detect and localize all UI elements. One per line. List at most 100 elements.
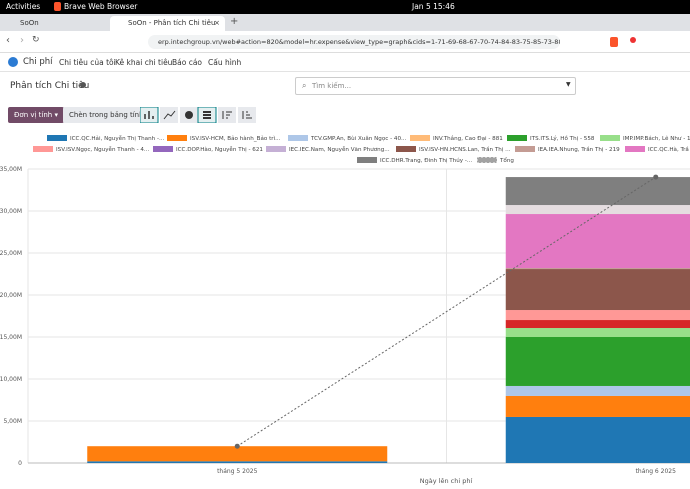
icon: [203, 111, 211, 119]
bar-segment: [505, 310, 690, 321]
legend-swatch: [153, 146, 173, 152]
legend-label: IMP.IMP.Bách, Lê Như - 1...: [623, 135, 690, 142]
menu-item[interactable]: Chi tiêu của tôi: [59, 58, 116, 67]
legend-label: INV.Thắng, Cao Đại - 881: [433, 135, 503, 142]
legend-swatch: [410, 135, 430, 141]
bar-segment: [505, 337, 690, 386]
legend-swatch: [515, 146, 535, 152]
breadcrumb: Phân tích Chi tiêu: [10, 81, 90, 91]
total-point: [234, 443, 240, 449]
legend-swatch: [476, 156, 498, 164]
legend-swatch: [625, 146, 645, 152]
app-icon: [8, 57, 18, 67]
bar-segment: [505, 269, 690, 311]
legend-swatch: [167, 135, 187, 141]
bar-segment: [505, 205, 690, 215]
legend-label: ISV.ISV-HN.HCNS.Lan, Trần Thị ...: [419, 145, 511, 153]
search-placeholder: Tìm kiếm...: [312, 82, 352, 90]
y-tick-label: 5,00M: [3, 418, 22, 425]
y-tick-label: 25,00M: [0, 250, 22, 257]
y-tick-label: 20,00M: [0, 292, 22, 299]
legend-swatch: [288, 135, 308, 141]
legend-label: ICC.DHR.Trang, Đinh Thị Thúy -...: [380, 157, 472, 164]
y-tick-label: 10,00M: [0, 376, 22, 383]
tab-title: SoOn: [20, 19, 39, 27]
tab-bar: SoOn SoOn - Phân tích Chi tiêu × +: [0, 14, 690, 31]
y-tick-label: 15,00M: [0, 334, 22, 341]
close-tab[interactable]: ×: [214, 19, 220, 27]
x-tick-label: tháng 6 2025: [636, 468, 677, 475]
y-tick-label: 30,00M: [0, 208, 22, 215]
notification[interactable]: [630, 37, 636, 43]
search-box[interactable]: ⌕ Tìm kiếm... ▼: [295, 77, 576, 95]
y-tick-label: 0: [18, 460, 22, 467]
x-tick-label: tháng 5 2025: [217, 468, 258, 475]
shield[interactable]: [610, 37, 618, 47]
app-name: Brave Web Browser: [64, 2, 138, 11]
menu-item[interactable]: Cấu hình: [208, 58, 242, 67]
legend-label: ITS.ITS.Lý, Hồ Thị - 558: [530, 134, 595, 142]
view-toolbar: [140, 107, 256, 123]
legend-label: ICC.DOP.Hào, Nguyễn Thị - 621: [176, 146, 263, 153]
legend-label: ISV.ISV-HCM, Bảo hành_Bảo trì...: [190, 135, 281, 142]
tab[interactable]: SoOn: [2, 16, 110, 31]
icon: [185, 111, 193, 119]
back[interactable]: ‹: [6, 35, 10, 46]
insert-label: Chèn trong bảng tính: [69, 111, 144, 119]
legend-swatch: [47, 135, 67, 141]
bar-segment: [505, 328, 690, 337]
y-tick-label: 35,00M: [0, 166, 22, 173]
url: erp.intechgroup.vn/web#action=820&model=…: [158, 38, 560, 46]
tab-title: SoOn - Phân tích Chi tiêu: [128, 19, 216, 27]
legend-swatch: [396, 146, 416, 152]
legend-swatch: [266, 146, 286, 152]
icon: [144, 111, 154, 119]
bar-segment: [505, 385, 690, 396]
legend-label: IEC.IEC.Nam, Nguyễn Văn Phương...: [289, 146, 390, 153]
legend-label: IEA.IEA.Nhung, Trần Thị - 219: [538, 145, 620, 153]
menu-item[interactable]: Kê khai chi tiêu: [115, 58, 173, 67]
menu-item[interactable]: Báo cáo: [172, 58, 203, 67]
forward[interactable]: ›: [20, 35, 24, 46]
chart: Ngày lên chi phí 0 5,00M 10,00M 15,00M 20,00…: [0, 134, 690, 485]
bar-segment: [87, 461, 388, 463]
url-field[interactable]: erp.intechgroup.vn/web#action=820&model=…: [148, 35, 560, 49]
legend-swatch: [600, 135, 620, 141]
bar-segment: [505, 268, 690, 270]
icon: [242, 111, 252, 119]
measure-label: Đơn vị tính: [14, 111, 53, 119]
bar-segment: [87, 446, 388, 462]
new-tab[interactable]: +: [230, 16, 239, 27]
bar-segment: [505, 177, 690, 206]
x-axis-title: Ngày lên chi phí: [420, 477, 473, 485]
bar-segment: [505, 214, 690, 269]
gear[interactable]: [80, 82, 86, 88]
system-bar: Activities Brave Web Browser Jan 5 15:46: [0, 0, 690, 14]
bar-segment: [505, 416, 690, 463]
legend-label: TCV.GMP.An, Bùi Xuân Ngọc - 40...: [310, 135, 407, 142]
total-line: [236, 176, 657, 447]
measure-button[interactable]: Đơn vị tính ▾: [8, 107, 64, 123]
search-toggle[interactable]: ▼: [566, 81, 571, 88]
address-bar: ‹ › ↻ erp.intechgroup.vn/web#action=820&…: [0, 31, 690, 53]
activities[interactable]: Activities: [6, 2, 41, 11]
insert-button[interactable]: Chèn trong bảng tính: [63, 107, 150, 123]
total-point: [653, 174, 659, 180]
legend-swatch: [507, 135, 527, 141]
bar-segment: [505, 320, 690, 329]
tab-active[interactable]: SoOn - Phân tích Chi tiêu ×: [110, 16, 225, 31]
clock[interactable]: Jan 5 15:46: [412, 2, 455, 11]
icon: [222, 111, 232, 119]
brave-icon: [54, 2, 61, 11]
legend-label: Tổng: [499, 157, 514, 164]
bar-segment: [505, 395, 690, 417]
legend-label: ISV.ISV.Ngọc, Nguyễn Thanh - 4...: [56, 146, 149, 153]
reload[interactable]: ↻: [32, 35, 40, 45]
icon: [163, 110, 176, 120]
legend-swatch: [33, 146, 53, 152]
legend-label: ICC.QC.Hà, Trầ: [648, 145, 689, 153]
app-nav: Chi phí Chi tiêu của tôi Kê khai chi tiê…: [0, 53, 690, 72]
legend-swatch: [357, 157, 377, 163]
app-title[interactable]: Chi phí: [23, 57, 53, 67]
